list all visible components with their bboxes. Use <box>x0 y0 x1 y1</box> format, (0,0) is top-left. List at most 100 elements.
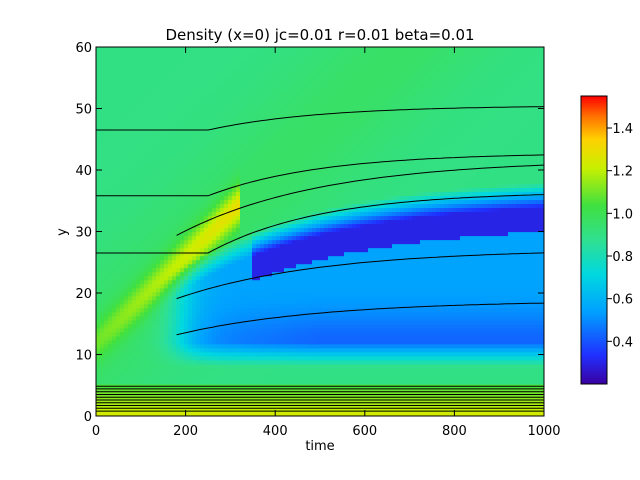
heatmap-cell <box>192 255 197 261</box>
heatmap-cell <box>196 91 201 96</box>
heatmap-cell <box>172 307 177 313</box>
heatmap-cell <box>276 395 281 401</box>
heatmap-cell <box>252 347 257 353</box>
heatmap-cell <box>272 143 277 148</box>
heatmap-cell <box>264 351 269 357</box>
heatmap-cell <box>168 379 173 385</box>
heatmap-cell <box>156 187 161 192</box>
heatmap-cell <box>180 99 185 104</box>
heatmap-cell <box>264 343 269 349</box>
heatmap-cell <box>248 315 253 321</box>
heatmap-cell <box>288 231 293 237</box>
heatmap-cell <box>260 403 265 409</box>
heatmap-cell <box>308 251 313 257</box>
heatmap-cell <box>256 267 261 273</box>
heatmap-cell <box>96 331 101 337</box>
heatmap-cell <box>112 331 117 337</box>
heatmap-cell <box>260 195 265 201</box>
heatmap-cell <box>124 159 129 164</box>
heatmap-cell <box>200 139 205 144</box>
heatmap-cell <box>268 195 273 201</box>
heatmap-cell <box>300 127 305 132</box>
heatmap-cell <box>176 47 181 52</box>
heatmap-cell <box>104 95 109 100</box>
heatmap-cell <box>300 199 305 205</box>
heatmap-cell <box>276 371 281 377</box>
heatmap-cell <box>232 155 237 160</box>
heatmap-cell <box>204 119 209 124</box>
heatmap-cell <box>172 235 177 241</box>
heatmap-cell <box>116 87 121 92</box>
heatmap-cell <box>104 379 109 385</box>
heatmap-cell <box>304 139 309 144</box>
heatmap-cell <box>212 231 217 237</box>
heatmap-cell <box>100 147 105 152</box>
heatmap-cell <box>200 215 205 221</box>
heatmap-cell <box>224 231 229 237</box>
heatmap-cell <box>232 355 237 361</box>
heatmap-cell <box>104 315 109 321</box>
heatmap-cell <box>108 163 113 168</box>
heatmap-cell <box>248 63 253 68</box>
heatmap-cell <box>280 67 285 72</box>
heatmap-cell <box>224 59 229 64</box>
heatmap-cell <box>108 227 113 233</box>
heatmap-cell <box>288 203 293 209</box>
heatmap-cell <box>144 151 149 156</box>
heatmap-cell <box>136 271 141 277</box>
heatmap-cell <box>168 115 173 120</box>
heatmap-cell <box>228 147 233 152</box>
heatmap-cell <box>220 207 225 213</box>
heatmap-cell <box>312 315 317 321</box>
heatmap-cell <box>116 331 121 337</box>
heatmap-cell <box>260 243 265 249</box>
heatmap-cell <box>208 287 213 293</box>
heatmap-cell <box>104 63 109 68</box>
heatmap-cell <box>292 387 297 393</box>
heatmap-cell <box>196 403 201 409</box>
heatmap-cell <box>188 179 193 184</box>
heatmap-cell <box>192 295 197 301</box>
heatmap-cell <box>168 203 173 209</box>
heatmap-cell <box>176 195 181 201</box>
heatmap-cell <box>156 115 161 120</box>
heatmap-cell <box>108 159 113 164</box>
heatmap-cell <box>132 243 137 249</box>
heatmap-cell <box>280 387 285 393</box>
heatmap-cell <box>280 351 285 357</box>
heatmap-cell <box>108 407 113 413</box>
heatmap-cell <box>124 91 129 96</box>
heatmap-cell <box>148 151 153 156</box>
heatmap-cell <box>200 123 205 128</box>
heatmap-cell <box>260 211 265 217</box>
heatmap-cell <box>216 275 221 281</box>
heatmap-cell <box>244 183 249 188</box>
heatmap-cell <box>132 119 137 124</box>
heatmap-cell <box>260 99 265 104</box>
heatmap-cell <box>96 95 101 100</box>
heatmap-cell <box>272 291 277 297</box>
heatmap-cell <box>188 215 193 221</box>
heatmap-cell <box>116 227 121 233</box>
heatmap-cell <box>204 131 209 136</box>
heatmap-cell <box>216 359 221 365</box>
heatmap-cell <box>296 331 301 337</box>
heatmap-cell <box>200 223 205 229</box>
heatmap-cell <box>96 411 101 416</box>
heatmap-cell <box>228 263 233 269</box>
heatmap-cell <box>96 375 101 381</box>
heatmap-cell <box>172 223 177 229</box>
heatmap-cell <box>216 135 221 140</box>
heatmap-cell <box>244 251 249 257</box>
heatmap-cell <box>240 179 245 184</box>
heatmap-cell <box>300 255 305 261</box>
heatmap-cell <box>156 319 161 325</box>
heatmap-cell <box>108 147 113 152</box>
heatmap-cell <box>220 347 225 353</box>
heatmap-cell <box>212 399 217 405</box>
heatmap-cell <box>256 115 261 120</box>
heatmap-cell <box>276 359 281 365</box>
heatmap-cell <box>272 347 277 353</box>
heatmap-cell <box>228 95 233 100</box>
heatmap-cell <box>224 379 229 385</box>
